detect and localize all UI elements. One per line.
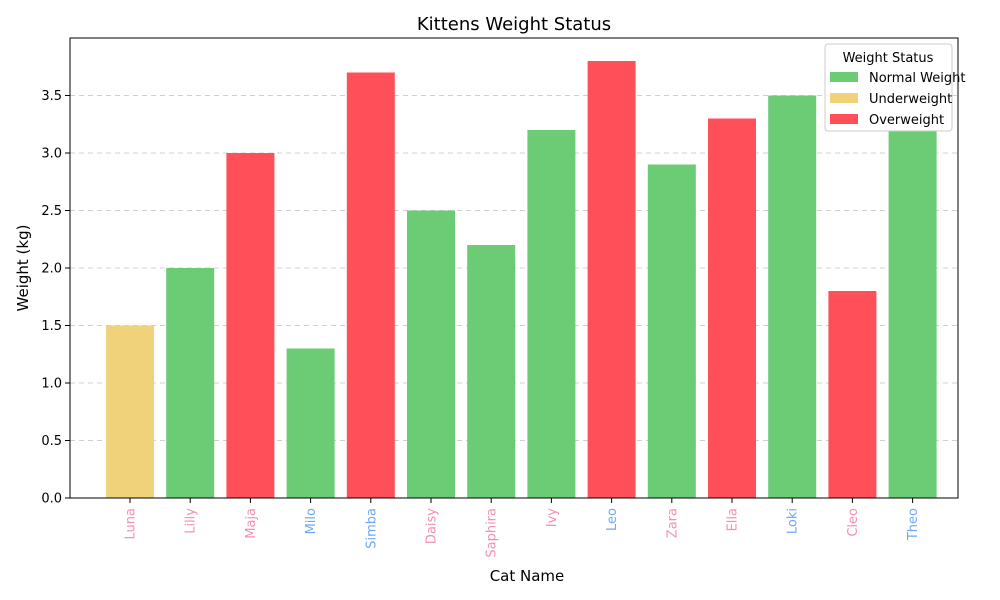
legend: Weight Status Normal Weight Underweight Ov… (824, 43, 965, 132)
x-tick-label: Simba (364, 508, 379, 549)
x-tick-label: Milo (304, 508, 319, 534)
x-tick-label: Zara (665, 508, 680, 538)
x-tick-label: Leo (605, 508, 620, 531)
x-axis-label: Cat Name (490, 567, 565, 585)
bar-loki (768, 95, 817, 498)
x-tick-label: Lilly (184, 508, 199, 534)
y-tick-label: 3.5 (41, 89, 62, 104)
bar-saphira (467, 245, 516, 498)
bar-lilly (166, 268, 215, 498)
bar-leo (587, 61, 636, 498)
x-tick-label: Cleo (846, 508, 861, 537)
bars (106, 61, 937, 498)
legend-box (824, 43, 953, 132)
bar-daisy (407, 210, 455, 498)
bar-luna (106, 325, 154, 498)
bar-ella (708, 118, 756, 498)
legend-swatch (830, 72, 858, 82)
x-tick-label: Ivy (545, 508, 560, 528)
bar-maja (226, 153, 275, 498)
chart-title: Kittens Weight Status (417, 14, 611, 35)
bar-ivy (527, 130, 576, 498)
legend-label: Normal Weight (869, 71, 965, 86)
legend-swatch (830, 114, 858, 124)
bar-simba (346, 72, 395, 498)
y-tick-label: 2.0 (41, 262, 62, 277)
legend-label: Underweight (869, 92, 952, 107)
legend-label: Overweight (869, 113, 944, 128)
bar-theo (888, 130, 937, 498)
y-tick-label: 2.5 (41, 204, 62, 219)
x-tick-label: Ella (726, 508, 741, 531)
y-tick-label: 0.5 (41, 434, 62, 449)
x-tick-label: Maja (244, 508, 259, 539)
x-tick-label: Loki (786, 508, 801, 534)
y-tick-label: 3.0 (41, 147, 62, 162)
x-tick-label: Daisy (425, 508, 440, 544)
x-tick-label: Theo (906, 508, 921, 541)
legend-title: Weight Status (843, 51, 934, 66)
y-axis-ticks: 0.0 0.5 1.0 1.5 2.0 2.5 3.0 3.5 (41, 89, 70, 507)
bar-zara (647, 164, 696, 498)
y-tick-label: 1.0 (41, 377, 62, 392)
bar-milo (286, 348, 335, 498)
y-tick-label: 0.0 (41, 492, 62, 507)
x-axis-ticks: Luna Lilly Maja Milo Simba Daisy Saphira Ivy Leo… (124, 498, 921, 558)
y-axis-label: Weight (kg) (14, 225, 32, 312)
y-tick-label: 1.5 (41, 319, 62, 334)
x-tick-label: Luna (124, 508, 139, 539)
x-tick-label: Saphira (485, 508, 500, 558)
bar-cleo (828, 291, 877, 498)
legend-swatch (830, 93, 858, 103)
